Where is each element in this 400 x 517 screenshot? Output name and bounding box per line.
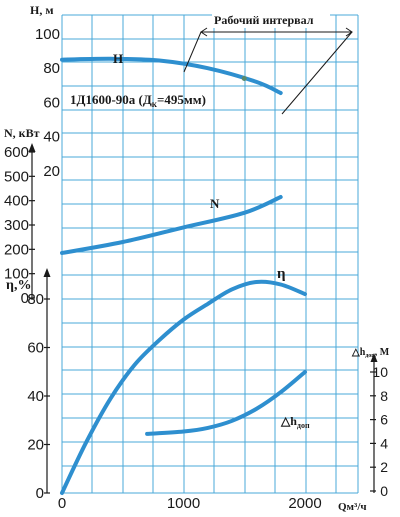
n-tick-label: 200 [4,241,29,258]
eta-tick-label: 80 [27,291,44,308]
working-interval-label-bg [212,12,330,28]
eta-curve [60,279,307,495]
n-tick-label: 100 [4,266,29,283]
dh-tick-label: 10 [372,364,388,380]
h-tick-label: 40 [43,129,60,146]
n-tick-label: 400 [4,193,29,210]
curves [60,56,307,495]
n-axis-ticks: 0 100 200 300 400 500 600 [4,144,35,307]
label-h: Н [113,51,123,66]
h-axis-ticks: 20 40 60 80 100 [35,26,60,180]
dh-tick-label: 4 [380,435,388,451]
dh-tick-label: 8 [380,388,388,404]
working-interval-leader-right [281,31,353,115]
x-tick-label: 2000 [288,495,321,512]
eta-tick-label: 40 [27,388,44,405]
dh-tick-label: 2 [380,459,388,475]
x-axis-ticks: 0 1000 2000 [58,495,322,512]
h-tick-label: 60 [43,94,60,111]
label-n: N [210,196,220,211]
dh-axis-arrow [370,353,378,362]
eta-axis-arrow [43,268,51,277]
eta-axis-ticks: 0 20 40 60 80 [27,275,50,502]
dh-axis-title: △hдоп, М [351,347,390,359]
eta-tick-label: 20 [27,437,44,454]
n-tick-label: 500 [4,168,29,185]
n-tick-label: 300 [4,217,29,234]
x-tick-label: 0 [58,495,66,512]
working-interval: Рабочий интервал [183,12,353,115]
x-tick-label: 1000 [167,495,200,512]
eta-axis-title: η,% [6,278,31,293]
dh-tick-label: 0 [380,483,388,499]
n-curve [60,195,283,255]
h-tick-label: 80 [43,60,60,77]
n-axis-arrow [28,143,36,152]
grid [61,14,359,494]
label-eta: η [277,266,286,282]
h-tick-label: 20 [43,163,60,180]
eta-tick-label: 0 [36,485,44,502]
eta-tick-label: 60 [27,340,44,357]
model-label: 1Д1600-90а (Дк=495мм) [70,92,206,109]
working-interval-arrow-left [200,27,208,37]
working-interval-label: Рабочий интервал [214,13,314,27]
h-tick-label: 100 [35,26,60,43]
dh-axis-ticks: 0 2 4 6 8 10 [370,364,388,499]
n-tick-label: 600 [4,144,29,161]
n-axis-title: N, кВт [4,126,40,140]
x-axis-title: Qм³/ч [338,501,367,513]
h-curve [60,56,283,95]
n-tick-label: 0 [21,290,29,307]
h-axis-title: Н, м [30,3,54,17]
working-interval-leader-left [183,31,202,73]
dh-tick-label: 6 [380,412,388,428]
h-curve-marker [241,75,247,81]
dh-curve [145,370,307,436]
label-dh: △hдоп [280,414,310,430]
